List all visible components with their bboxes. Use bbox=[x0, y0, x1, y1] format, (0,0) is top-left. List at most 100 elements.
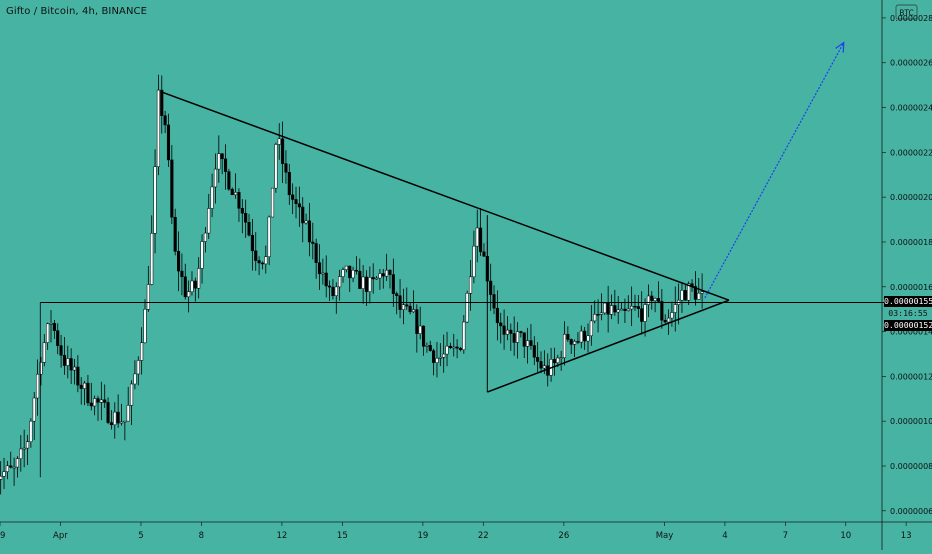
candle-body-up bbox=[526, 340, 530, 347]
candle bbox=[19, 435, 23, 472]
candle bbox=[180, 253, 184, 296]
candle bbox=[311, 222, 315, 260]
candle-body-up bbox=[573, 341, 577, 345]
candle-body-up bbox=[29, 420, 33, 443]
candle-body-up bbox=[643, 304, 647, 322]
candle bbox=[32, 392, 36, 441]
x-tick-label: May bbox=[656, 531, 674, 541]
candle-body-down bbox=[230, 188, 234, 196]
candle-body-up bbox=[452, 346, 456, 349]
candle bbox=[495, 290, 499, 341]
candle-body-down bbox=[254, 250, 258, 261]
candle bbox=[130, 380, 134, 425]
candle bbox=[603, 302, 607, 315]
candle bbox=[539, 351, 543, 374]
candle bbox=[49, 309, 53, 343]
candle-body-down bbox=[291, 194, 295, 200]
candle-body-up bbox=[442, 353, 446, 358]
candle-body-down bbox=[448, 345, 452, 349]
projection-arrow-head bbox=[835, 41, 845, 53]
candle-body-up bbox=[341, 269, 345, 277]
candle-body-down bbox=[240, 208, 244, 214]
candle bbox=[562, 321, 567, 366]
candle-body-up bbox=[200, 241, 204, 269]
candle-body-down bbox=[509, 329, 513, 334]
candle bbox=[526, 327, 530, 364]
candle bbox=[294, 186, 298, 219]
candle-body-up bbox=[304, 220, 308, 224]
bar-countdown-label: 03:16:55 bbox=[888, 308, 928, 318]
candle bbox=[640, 291, 644, 335]
candle bbox=[223, 144, 228, 190]
candle bbox=[264, 245, 268, 274]
candle-body-up bbox=[425, 345, 429, 347]
candle-body-up bbox=[700, 291, 704, 294]
candle bbox=[680, 282, 684, 313]
candle-body-down bbox=[250, 234, 254, 252]
candle-body-down bbox=[432, 350, 436, 363]
candle-body-up bbox=[593, 314, 597, 322]
candle-body-down bbox=[116, 411, 120, 424]
candle-body-down bbox=[458, 347, 463, 351]
candle bbox=[328, 280, 332, 301]
candle bbox=[274, 142, 278, 193]
candle bbox=[415, 304, 419, 353]
candle-body-down bbox=[307, 220, 311, 243]
candle-body-up bbox=[438, 357, 442, 359]
candle bbox=[287, 164, 291, 205]
candle bbox=[317, 244, 322, 290]
candle bbox=[103, 384, 107, 408]
candle bbox=[133, 360, 137, 390]
candle bbox=[86, 374, 90, 407]
candle bbox=[593, 300, 597, 324]
candle-body-down bbox=[640, 308, 644, 322]
candle-body-up bbox=[2, 471, 6, 477]
candle bbox=[210, 173, 214, 218]
candle-body-up bbox=[119, 421, 124, 424]
candle-body-down bbox=[693, 286, 697, 300]
candle-body-down bbox=[237, 192, 241, 209]
candle bbox=[197, 257, 201, 299]
candle bbox=[636, 295, 640, 318]
candle bbox=[448, 342, 452, 350]
candle bbox=[173, 208, 177, 256]
candle-body-down bbox=[405, 304, 409, 307]
candle-body-up bbox=[136, 360, 140, 375]
candle bbox=[411, 290, 416, 313]
candle-body-down bbox=[650, 295, 654, 301]
candle bbox=[599, 293, 603, 321]
candle bbox=[166, 113, 171, 167]
candle-body-up bbox=[25, 441, 30, 449]
candle bbox=[683, 284, 687, 301]
candle bbox=[146, 265, 150, 312]
candle-body-down bbox=[415, 309, 419, 334]
candle bbox=[36, 359, 40, 416]
candle-body-down bbox=[569, 339, 573, 345]
candle-body-down bbox=[294, 199, 298, 204]
candle bbox=[606, 285, 610, 333]
candle-body-up bbox=[334, 286, 338, 296]
candle bbox=[297, 186, 301, 227]
candle-body-down bbox=[79, 384, 83, 389]
candle bbox=[119, 403, 124, 426]
candle-body-up bbox=[579, 330, 583, 343]
candle-body-down bbox=[180, 270, 184, 278]
candle-body-up bbox=[411, 309, 416, 313]
candle-body-up bbox=[42, 342, 46, 363]
candle-body-up bbox=[99, 399, 103, 403]
candle bbox=[163, 110, 167, 134]
candle bbox=[499, 312, 503, 344]
candle-body-down bbox=[381, 273, 385, 277]
candle-body-up bbox=[361, 276, 365, 289]
candle bbox=[405, 287, 409, 310]
candle bbox=[126, 386, 130, 422]
drawing-layer[interactable] bbox=[39, 41, 932, 478]
candle bbox=[646, 284, 650, 318]
candle-body-down bbox=[633, 305, 637, 308]
candle bbox=[596, 299, 600, 333]
